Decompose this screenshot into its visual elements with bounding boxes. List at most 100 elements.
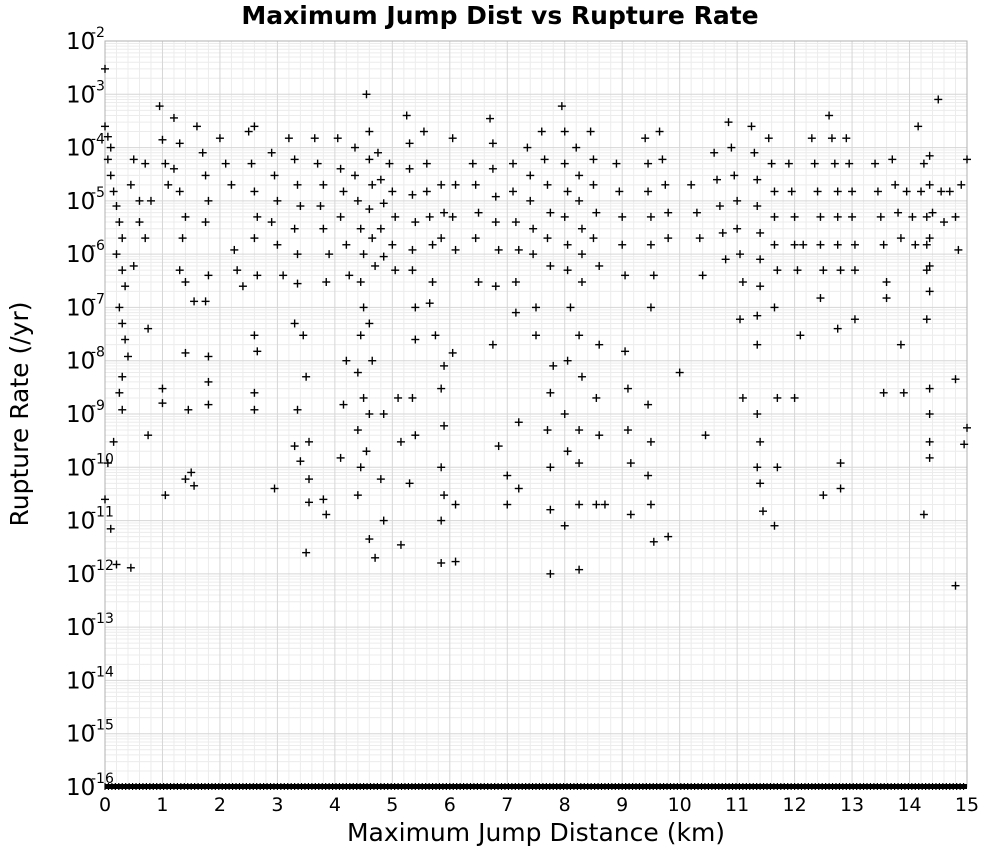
data-point [575, 171, 584, 180]
data-point [336, 164, 345, 173]
data-point [713, 175, 722, 184]
x-tick-label: 5 [386, 794, 398, 816]
data-point [546, 463, 555, 472]
data-point [514, 245, 523, 254]
data-point [827, 134, 836, 143]
data-point [575, 196, 584, 205]
data-point [431, 331, 440, 340]
data-point [626, 510, 635, 519]
data-point [411, 218, 420, 227]
data-point [353, 491, 362, 500]
data-point [511, 218, 520, 227]
y-tick-exponent: -14 [91, 664, 114, 680]
data-point [951, 375, 960, 384]
data-point [491, 192, 500, 201]
data-point [925, 287, 934, 296]
data-point [169, 113, 178, 122]
data-point [115, 303, 124, 312]
data-point [155, 102, 164, 111]
data-point [833, 240, 842, 249]
data-point [106, 171, 115, 180]
data-point [563, 266, 572, 275]
data-point [437, 463, 446, 472]
data-point [103, 155, 112, 164]
data-point [204, 377, 213, 386]
y-tick-base: 10 [66, 615, 95, 641]
data-point [879, 240, 888, 249]
data-point [373, 148, 382, 157]
data-point [121, 282, 130, 291]
y-tick-exponent: -15 [91, 718, 114, 734]
data-point [733, 224, 742, 233]
y-tick-base: 10 [66, 509, 95, 535]
data-point [474, 278, 483, 287]
data-point [917, 187, 926, 196]
data-point [790, 240, 799, 249]
data-point [488, 139, 497, 148]
data-point [356, 278, 365, 287]
data-point [560, 159, 569, 168]
data-point [736, 250, 745, 259]
data-point [190, 481, 199, 490]
data-point [187, 468, 196, 477]
data-point [362, 90, 371, 99]
data-point [290, 155, 299, 164]
data-point [253, 347, 262, 356]
data-point [549, 361, 558, 370]
data-point [764, 134, 773, 143]
data-point [141, 234, 150, 243]
data-point [302, 372, 311, 381]
x-tick-label: 12 [783, 794, 807, 816]
data-point [325, 250, 334, 259]
data-point [129, 261, 138, 270]
data-point [957, 180, 966, 189]
data-point [474, 208, 483, 217]
data-point [365, 127, 374, 136]
data-point [664, 532, 673, 541]
data-point [109, 187, 118, 196]
data-point [526, 196, 535, 205]
data-point [925, 384, 934, 393]
data-point [244, 127, 253, 136]
y-tick-base: 10 [66, 29, 95, 55]
data-point [577, 372, 586, 381]
x-tick-label: 9 [616, 794, 628, 816]
data-point [319, 180, 328, 189]
data-point [494, 245, 503, 254]
data-point [293, 180, 302, 189]
data-point [293, 250, 302, 259]
data-point [934, 95, 943, 104]
data-point [756, 479, 765, 488]
data-point [440, 421, 449, 430]
y-tick-base: 10 [66, 295, 95, 321]
data-point [491, 282, 500, 291]
data-point [313, 159, 322, 168]
data-point [279, 271, 288, 280]
data-point [532, 331, 540, 340]
data-point [575, 459, 584, 468]
data-point [376, 175, 385, 184]
data-point [509, 159, 518, 168]
data-point [118, 266, 127, 275]
data-point [816, 240, 825, 249]
data-point [925, 180, 934, 189]
data-point [543, 180, 552, 189]
data-point [198, 148, 207, 157]
data-point [773, 393, 782, 402]
data-point [267, 218, 276, 227]
data-point [526, 171, 535, 180]
data-point [888, 155, 897, 164]
data-point [940, 218, 949, 227]
data-point [649, 537, 658, 546]
y-tick-label: 10-13 [66, 611, 114, 641]
data-point [882, 294, 891, 303]
data-point [543, 426, 552, 435]
data-point [646, 437, 655, 446]
x-tick-label: 1 [156, 794, 168, 816]
data-point [437, 384, 446, 393]
data-point [353, 196, 362, 205]
data-point [385, 159, 394, 168]
data-point [894, 208, 903, 217]
data-point [411, 303, 420, 312]
data-point [836, 484, 845, 493]
